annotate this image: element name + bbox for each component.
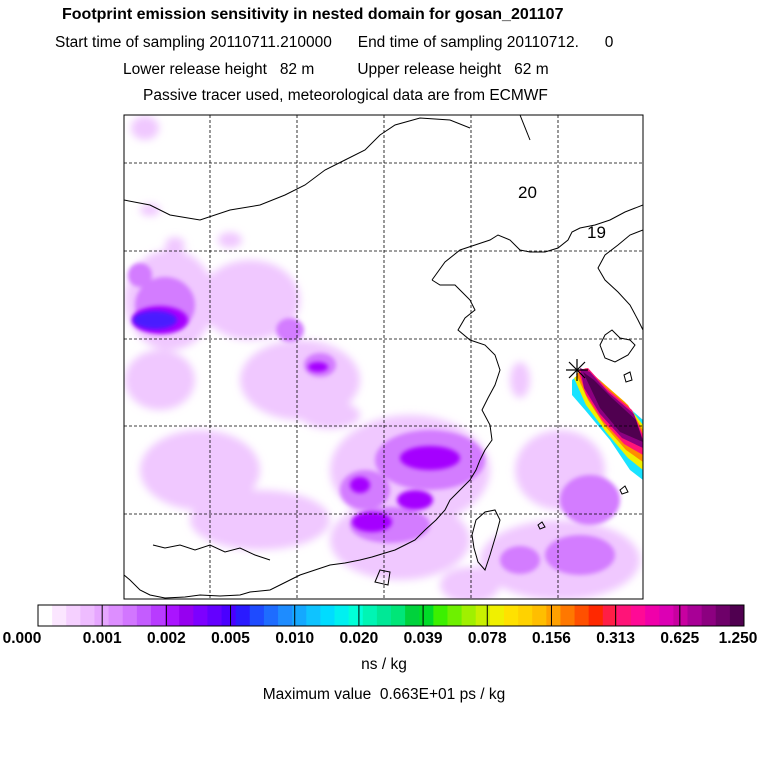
colorbar-cell: [631, 605, 646, 626]
colorbar-cell: [306, 605, 321, 626]
colorbar-cell: [292, 605, 307, 626]
colorbar-cell: [348, 605, 364, 626]
map-label-19: 19: [587, 223, 606, 242]
colorbar-cell: [532, 605, 547, 626]
coastlines: [124, 115, 643, 599]
colorbar-cell: [602, 605, 618, 626]
colorbar-cell: [376, 605, 392, 626]
colorbar-cell: [673, 605, 689, 626]
colorbar-cell: [150, 605, 166, 626]
colorbar-cell: [80, 605, 95, 626]
colorbar-cell: [207, 605, 223, 626]
map-frame: [123, 114, 644, 600]
colorbar-tick-label: 0.039: [403, 630, 443, 647]
colorbar-tick-label: 0.002: [146, 630, 186, 647]
map-label-20: 20: [518, 183, 537, 202]
colorbar-tick-label: 0.001: [82, 630, 122, 647]
colorbar-cell: [221, 605, 237, 626]
colorbar-tick-label: 0.010: [275, 630, 315, 647]
receptor-star-icon: [566, 359, 588, 381]
colorbar-tick-label: 0.078: [467, 630, 507, 647]
colorbar-cell: [475, 605, 491, 626]
colorbar-tick-label: 0.313: [596, 630, 636, 647]
colorbar-tick-label: 1.250: [718, 630, 758, 647]
tracer-info-line: Passive tracer used, meteorological data…: [143, 87, 548, 104]
colorbar-cell: [659, 605, 674, 626]
sampling-time-line: Start time of sampling 20110711.210000 E…: [55, 34, 614, 51]
colorbar-cell: [165, 605, 180, 626]
colorbar-cell: [518, 605, 533, 626]
colorbar-cell: [320, 605, 336, 626]
colorbar-cell: [701, 605, 717, 626]
receptor-plume: [572, 368, 643, 480]
colorbar-cell: [687, 605, 703, 626]
colorbar-tick-label: 0.156: [532, 630, 571, 647]
colorbar-cell: [729, 605, 745, 626]
colorbar-cell: [616, 605, 632, 626]
colorbar-cell: [66, 605, 81, 626]
colorbar-cell: [715, 605, 731, 626]
colorbar-cell: [108, 605, 124, 626]
colorbar-cell: [489, 605, 505, 626]
figure-title: Footprint emission sensitivity in nested…: [62, 6, 564, 23]
colorbar-cell: [461, 605, 477, 626]
colorbar-cell: [278, 605, 293, 626]
colorbar-cell: [546, 605, 561, 626]
colorbar-cell: [263, 605, 279, 626]
colorbar-cell: [249, 605, 265, 626]
colorbar-cell: [447, 605, 463, 626]
colorbar-cell: [362, 605, 378, 626]
colorbar-cell: [574, 605, 590, 626]
colorbar-cell: [419, 605, 434, 626]
colorbar-cell: [645, 605, 660, 626]
colorbar-cell: [405, 605, 420, 626]
colorbar-cell: [193, 605, 208, 626]
colorbar-cell: [235, 605, 251, 626]
colorbar-cell: [391, 605, 406, 626]
colorbar-cell: [334, 605, 350, 626]
colorbar-cell: [136, 605, 152, 626]
colorbar-cell: [122, 605, 138, 626]
release-height-line: Lower release height 82 m Upper release …: [123, 61, 549, 78]
colorbar-tick-label: 0.005: [211, 630, 250, 647]
colorbar-cell: [179, 605, 194, 626]
colorbar-cell: [38, 605, 53, 626]
colorbar-cell: [560, 605, 576, 626]
colorbar-cell: [503, 605, 519, 626]
colorbar-cell: [433, 605, 448, 626]
colorbar-units: ns / kg: [361, 656, 407, 673]
maximum-value-line: Maximum value 0.663E+01 ps / kg: [262, 686, 506, 703]
lat-lon-grid: [124, 115, 643, 599]
colorbar-cell: [52, 605, 67, 626]
colorbar-tick-label: 0.020: [339, 630, 379, 647]
colorbar-tick-label: 0.625: [660, 630, 700, 647]
colorbar-tick-label: 0.000: [2, 630, 42, 647]
colorbar-cell: [588, 605, 604, 626]
